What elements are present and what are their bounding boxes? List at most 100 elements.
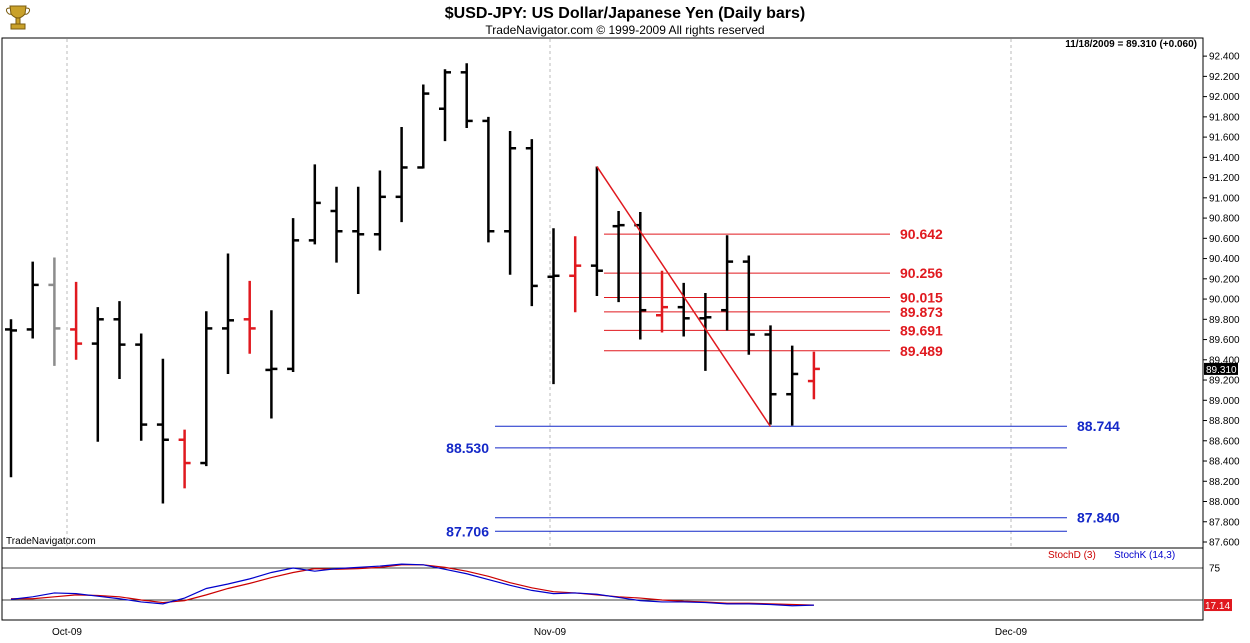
red-fib-label: 90.642	[900, 226, 943, 242]
ohlc-bar	[417, 84, 430, 169]
price-tick-label: 88.000	[1209, 497, 1240, 508]
last-quote-label: 11/18/2009 = 89.310 (+0.060)	[1065, 39, 1197, 50]
ohlc-bar	[265, 310, 278, 419]
price-tick-label: 91.000	[1209, 193, 1240, 204]
vertical-gridlines	[66, 39, 1012, 620]
stoch-k-line	[10, 563, 814, 607]
stoch-last-box	[1204, 599, 1232, 612]
stochastic-lines: 75 17.14	[2, 563, 1232, 612]
price-tick-label: 87.800	[1209, 517, 1240, 528]
legend-stoch-k: StochK (14,3)	[1114, 550, 1175, 561]
price-panel-frame	[1, 37, 1204, 549]
price-tick-label: 87.600	[1209, 538, 1240, 549]
price-tick-label: 88.800	[1209, 416, 1240, 427]
ohlc-bar	[373, 170, 386, 251]
ohlc-bar	[5, 319, 17, 478]
last-price-label: 89.310	[1206, 365, 1237, 376]
trophy-icon	[2, 2, 34, 34]
price-tick-label: 90.000	[1209, 295, 1240, 306]
price-tick-label: 89.000	[1209, 396, 1240, 407]
stoch-last-label: 17.14	[1205, 601, 1230, 612]
ohlc-bar	[135, 333, 148, 441]
price-tick-label: 91.600	[1209, 133, 1240, 144]
copyright-text: TradeNavigator.com © 1999-2009 All right…	[485, 23, 764, 37]
ohlc-bar	[612, 210, 625, 303]
date-tick-label: Oct-09	[52, 627, 82, 638]
price-tick-label: 89.400	[1209, 355, 1240, 366]
red-fib-label: 89.489	[900, 343, 943, 359]
price-tick-label: 90.200	[1209, 274, 1240, 285]
price-axis: 92.400 92.200 92.000 91.800 91.600 91.400 91.2…	[1203, 52, 1240, 549]
ohlc-bar	[222, 253, 234, 374]
ohlc-bar	[113, 301, 126, 380]
ohlc-bar	[807, 351, 820, 400]
ohlc-bar	[504, 131, 517, 275]
price-tick-label: 92.000	[1209, 92, 1240, 103]
price-tick-label: 90.800	[1209, 214, 1240, 225]
ohlc-bar	[330, 186, 343, 263]
last-price-box	[1204, 362, 1238, 375]
legend-stoch-d: StochD (3)	[1048, 550, 1096, 561]
ohlc-bar	[70, 281, 83, 360]
ohlc-bars	[5, 63, 820, 504]
red-fib-label: 90.015	[900, 290, 943, 306]
ohlc-bar	[287, 218, 300, 372]
price-panel: 92.400 92.200 92.000 91.800 91.600 91.400 91.2…	[1, 37, 1240, 620]
date-tick-label: Dec-09	[995, 627, 1028, 638]
ohlc-bar	[525, 139, 538, 307]
price-tick-label: 92.400	[1209, 52, 1240, 63]
ohlc-bar	[590, 166, 603, 297]
blue-fib-label: 88.530	[446, 440, 489, 456]
ohlc-bar	[395, 126, 408, 223]
ohlc-bar	[243, 280, 256, 354]
price-tick-label: 88.400	[1209, 457, 1240, 468]
ohlc-bar	[699, 292, 712, 371]
ohlc-bar	[178, 429, 191, 489]
price-tick-label: 90.400	[1209, 254, 1240, 265]
ohlc-bar	[742, 255, 755, 355]
date-tick-label: Nov-09	[534, 627, 567, 638]
price-tick-label: 88.600	[1209, 436, 1240, 447]
ohlc-bar	[352, 186, 365, 294]
ohlc-bar	[156, 358, 169, 504]
ohlc-bar	[482, 116, 495, 243]
blue-fib-label: 87.840	[1077, 510, 1120, 526]
ohlc-bar	[677, 282, 690, 337]
ohlc-bar	[460, 63, 473, 128]
last-price-marker: 89.310	[1204, 362, 1238, 376]
ohlc-bar	[48, 257, 61, 366]
stochastic-panel: StochD (3) StochK (14,3) 75 17.14	[1, 547, 1232, 621]
blue-fib-label: 88.744	[1077, 418, 1120, 434]
chart-title: $USD-JPY: US Dollar/Japanese Yen (Daily …	[445, 5, 805, 22]
price-tick-label: 88.200	[1209, 477, 1240, 488]
price-tick-label: 91.400	[1209, 153, 1240, 164]
trendline	[596, 166, 772, 428]
price-tick-label: 91.800	[1209, 112, 1240, 123]
ohlc-bar	[200, 311, 213, 467]
ohlc-bar	[764, 325, 777, 425]
price-tick-label: 89.600	[1209, 335, 1240, 346]
red-fib-label: 90.256	[900, 265, 943, 281]
ohlc-bar	[439, 69, 451, 142]
stoch-tick-label: 75	[1209, 564, 1221, 575]
date-axis: Oct-09 Nov-09 Dec-09	[52, 627, 1028, 638]
ohlc-bar	[26, 261, 39, 339]
stochastic-panel-frame	[1, 547, 1204, 621]
ohlc-bar	[786, 345, 799, 426]
price-tick-label: 92.200	[1209, 72, 1240, 83]
ohlc-bar	[547, 228, 560, 385]
ohlc-bar	[656, 270, 668, 333]
ohlc-bar	[721, 235, 734, 331]
ohlc-bar	[569, 236, 582, 313]
red-fib-label: 89.691	[900, 322, 943, 338]
price-tick-label: 89.200	[1209, 376, 1240, 387]
ohlc-bar	[308, 164, 321, 245]
ohlc-bar	[91, 307, 104, 442]
price-tick-label: 91.200	[1209, 173, 1240, 184]
price-tick-label: 90.600	[1209, 234, 1240, 245]
price-tick-label: 89.800	[1209, 315, 1240, 326]
watermark-text: TradeNavigator.com	[6, 536, 96, 547]
trend-line	[596, 166, 772, 428]
